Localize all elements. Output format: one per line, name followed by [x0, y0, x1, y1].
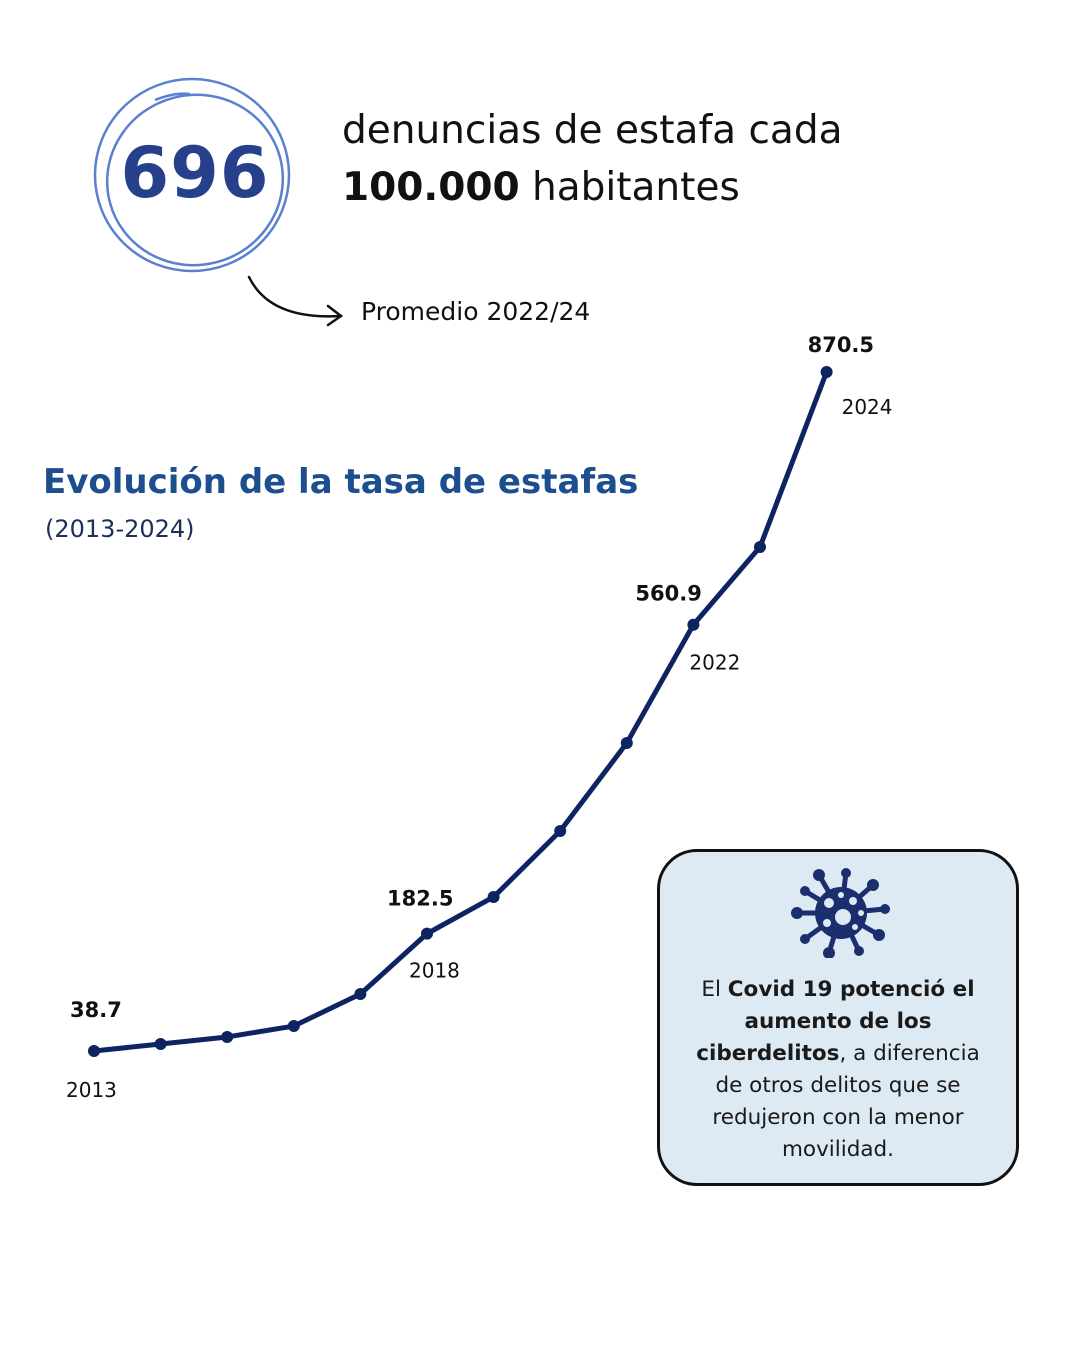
- year-label-2024: 2024: [842, 395, 893, 419]
- arrow-icon: [247, 275, 344, 327]
- chart-title: Evolución de la tasa de estafas: [43, 462, 639, 502]
- headline-bold: 100.000: [342, 165, 520, 210]
- big-number: 696: [120, 132, 270, 214]
- headline-line1: denuncias de estafa cada: [342, 108, 843, 153]
- year-label-2018: 2018: [409, 959, 460, 983]
- data-label-2013: 38.7: [70, 998, 122, 1022]
- chart-subtitle: (2013-2024): [45, 515, 195, 543]
- callout-segment: , a diferencia de otros delitos que se r…: [712, 1041, 980, 1162]
- average-note: Promedio 2022/24: [361, 297, 591, 326]
- covid-callout: El Covid 19 potenció el aumento de los c…: [657, 849, 1019, 1186]
- data-point-2020: [554, 825, 567, 838]
- data-label-2024: 870.5: [808, 333, 874, 357]
- data-point-2014: [154, 1037, 167, 1050]
- data-point-2017: [354, 988, 367, 1001]
- year-label-2022: 2022: [689, 651, 740, 675]
- data-point-2018: [421, 927, 433, 940]
- data-point-2023: [754, 541, 766, 554]
- data-point-2022: [687, 618, 700, 631]
- headline: denuncias de estafa cada 100.000 habitan…: [342, 102, 842, 216]
- data-point-2019: [487, 890, 500, 903]
- year-label-2013: 2013: [66, 1078, 117, 1102]
- data-point-2013: [88, 1045, 100, 1058]
- callout-text: El Covid 19 potenció el aumento de los c…: [680, 974, 996, 1166]
- data-label-2018: 182.5: [387, 887, 453, 911]
- series-line: [93, 371, 829, 1054]
- virus-icon: [791, 868, 890, 958]
- data-point-2015: [221, 1030, 234, 1043]
- headline-line2: 100.000 habitantes: [342, 159, 842, 216]
- data-point-2021: [620, 737, 633, 750]
- data-label-2022: 560.9: [635, 582, 701, 606]
- data-point-2024: [820, 366, 833, 379]
- callout-segment: El: [701, 977, 728, 1002]
- headline-rest: habitantes: [519, 165, 740, 210]
- callout-segment: Covid 19 potenció el aumento de los cibe…: [696, 977, 975, 1066]
- data-point-2016: [287, 1020, 300, 1033]
- circle-scribble: [93, 77, 291, 273]
